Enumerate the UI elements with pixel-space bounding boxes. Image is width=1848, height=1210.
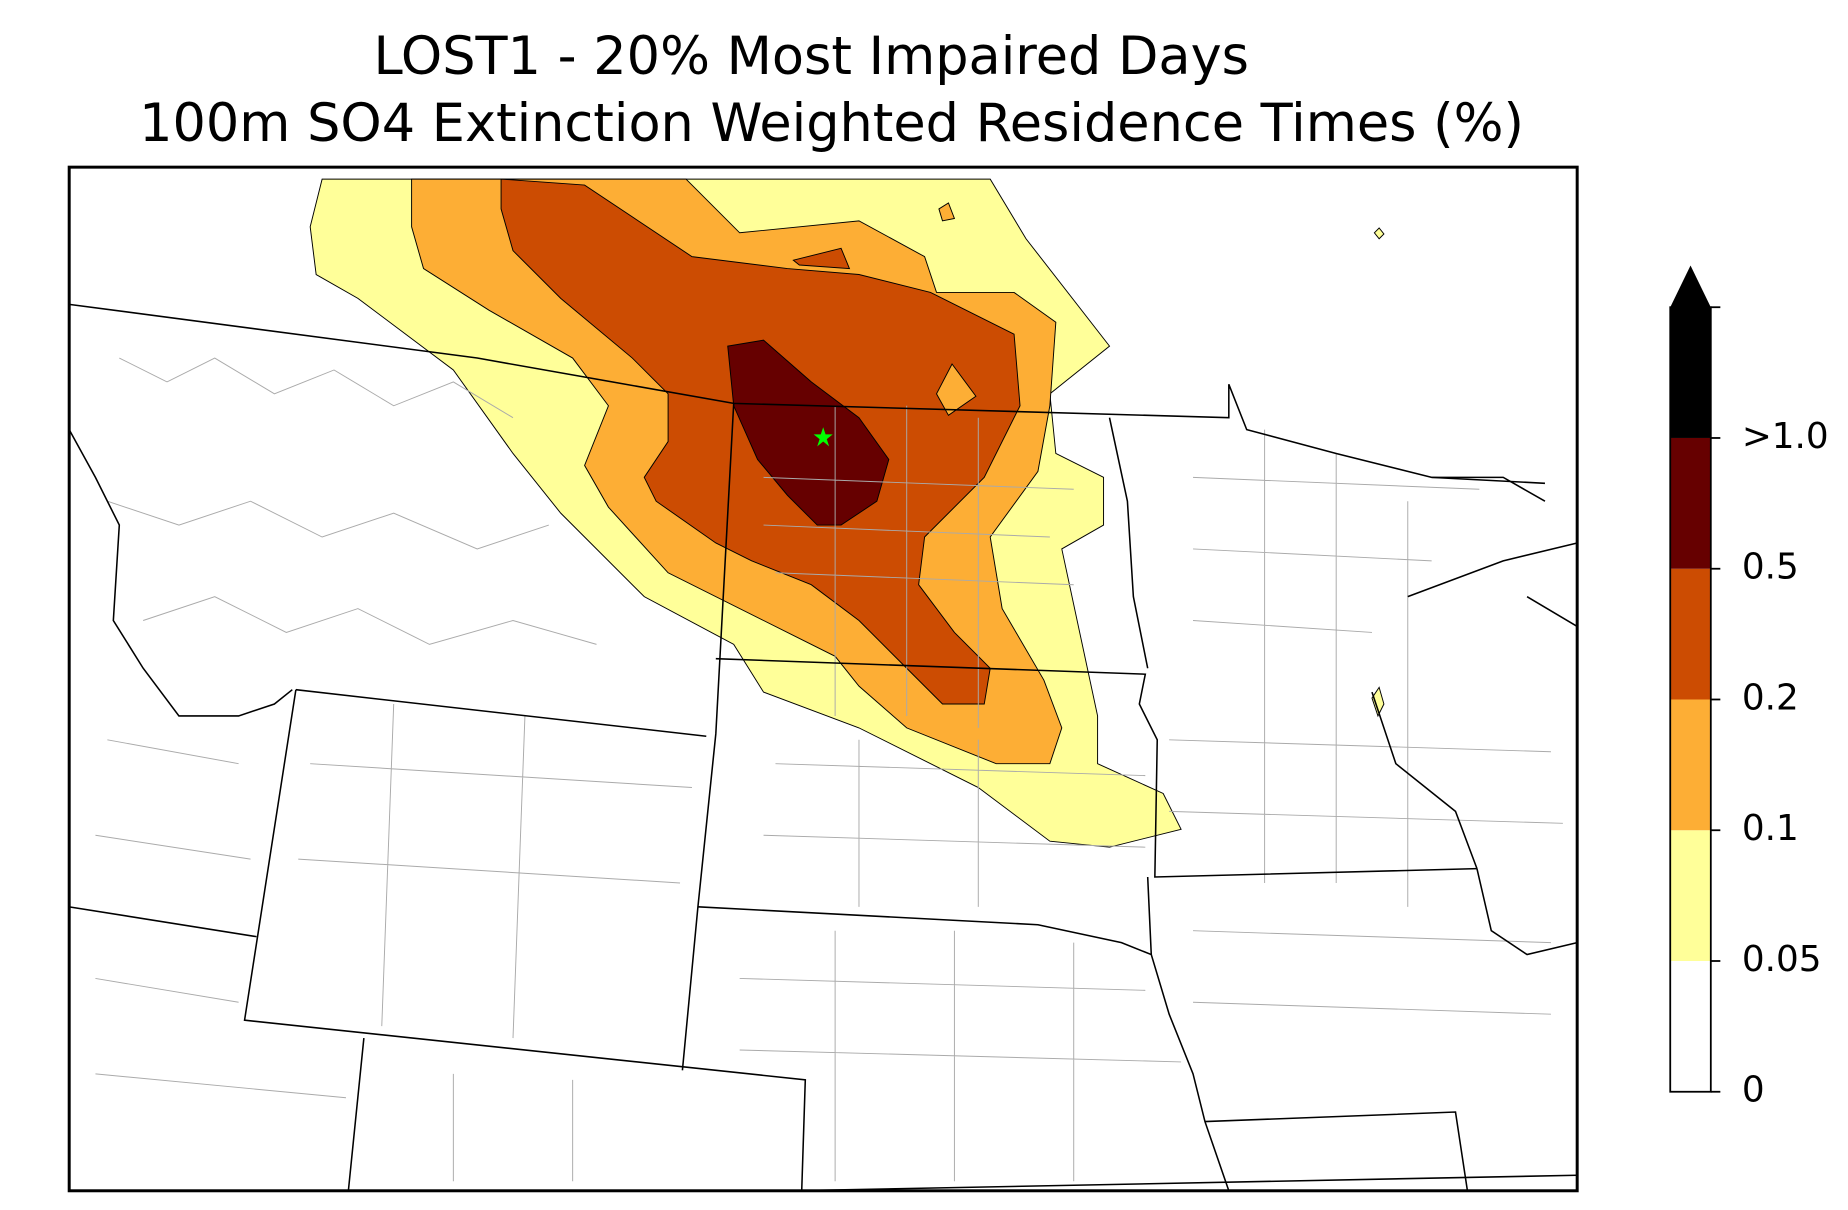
contour-region (1371, 686, 1385, 718)
colorbar-segment (1670, 830, 1711, 961)
colorbar-segment (1670, 960, 1711, 1092)
border (69, 303, 1546, 485)
colorbar-tick-label: 0.1 (1742, 808, 1799, 849)
border (697, 906, 1230, 1192)
colorbar-segment (1670, 699, 1711, 831)
map-title: LOST1 - 20% Most Impaired Days (374, 26, 1249, 87)
contour-region (938, 202, 956, 222)
map-subtitle: 100m SO4 Extinction Weighted Residence T… (139, 93, 1524, 154)
colorbar-segment (1670, 568, 1711, 700)
colorbar-extend (1670, 307, 1711, 438)
colorbar-extend-arrow (1670, 265, 1711, 308)
contour-region (727, 339, 890, 526)
colorbar-tick-label: 0.5 (1742, 547, 1799, 588)
border (715, 657, 1477, 878)
colorbar-tick-label: 0 (1742, 1070, 1765, 1111)
contour-region (792, 247, 851, 270)
border (1108, 417, 1149, 669)
border (243, 688, 807, 1191)
colorbar-tick-label: >1.0 (1742, 416, 1829, 457)
map-area (67, 165, 1579, 1193)
colorbar: 0 0.05 0.1 0.2 0.5 >1.0 (1669, 265, 1829, 1111)
contour-region (1373, 227, 1385, 240)
contour-region (935, 363, 977, 417)
border (793, 1174, 1578, 1192)
border (68, 429, 293, 938)
site-marker (813, 427, 833, 447)
border (1371, 476, 1578, 869)
border (681, 403, 735, 1071)
contours (309, 178, 1385, 848)
border (1146, 868, 1578, 1191)
map-frame (67, 165, 1579, 1193)
county-lines (95, 357, 1563, 1182)
county-line (95, 357, 1563, 1182)
state-borders (68, 303, 1578, 1192)
colorbar-segment (1670, 437, 1711, 569)
colorbar-tick-label: 0.2 (1742, 677, 1799, 718)
colorbar-tick-label: 0.05 (1742, 939, 1822, 980)
